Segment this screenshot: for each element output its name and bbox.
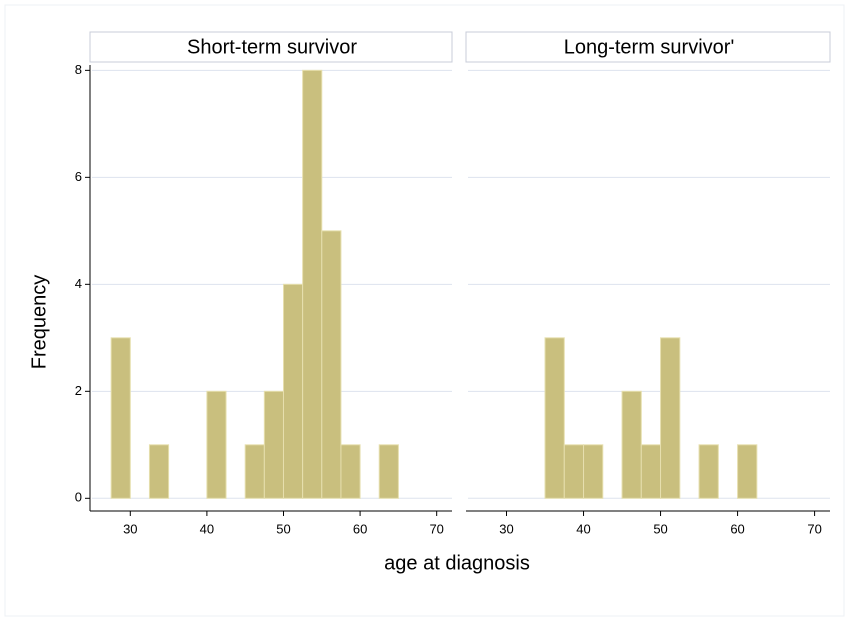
- panel-strip: [465, 31, 831, 63]
- x-tick-label: 40: [576, 521, 590, 536]
- bar: [263, 390, 284, 499]
- bar: [206, 390, 227, 499]
- y-tick-label: 8: [75, 62, 82, 77]
- y-tick-label: 2: [75, 383, 82, 398]
- bar: [563, 444, 585, 499]
- bar: [698, 444, 719, 499]
- bar: [148, 444, 170, 499]
- frame: [4, 4, 845, 617]
- bar: [378, 444, 399, 499]
- x-tick-label: 30: [499, 521, 513, 536]
- panel-title: Short-term survivor: [187, 36, 357, 58]
- bar: [340, 444, 361, 499]
- bar: [302, 69, 323, 499]
- y-axis-label: Frequency: [28, 275, 50, 370]
- x-tick-label: 60: [730, 521, 744, 536]
- y-tick-label: 4: [75, 276, 82, 291]
- bar: [282, 283, 304, 499]
- x-tick-label: 70: [807, 521, 821, 536]
- panel-strip: [89, 31, 453, 63]
- x-tick-label: 60: [353, 521, 367, 536]
- bar: [621, 390, 642, 499]
- x-tick-label: 50: [653, 521, 667, 536]
- x-tick-label: 40: [200, 521, 214, 536]
- bar: [583, 444, 604, 499]
- x-axis-label: age at diagnosis: [384, 552, 530, 574]
- bar: [321, 230, 342, 499]
- x-tick-label: 70: [429, 521, 443, 536]
- bar: [110, 337, 131, 499]
- bar: [660, 337, 681, 499]
- bar: [544, 337, 565, 499]
- x-tick-label: 30: [123, 521, 137, 536]
- x-tick-label: 50: [276, 521, 290, 536]
- y-tick-label: 6: [75, 169, 82, 184]
- panel-title: Long-term survivor': [564, 36, 735, 58]
- bar: [244, 444, 265, 499]
- y-tick-label: 0: [75, 490, 82, 505]
- bar: [640, 444, 662, 499]
- bar: [737, 444, 758, 499]
